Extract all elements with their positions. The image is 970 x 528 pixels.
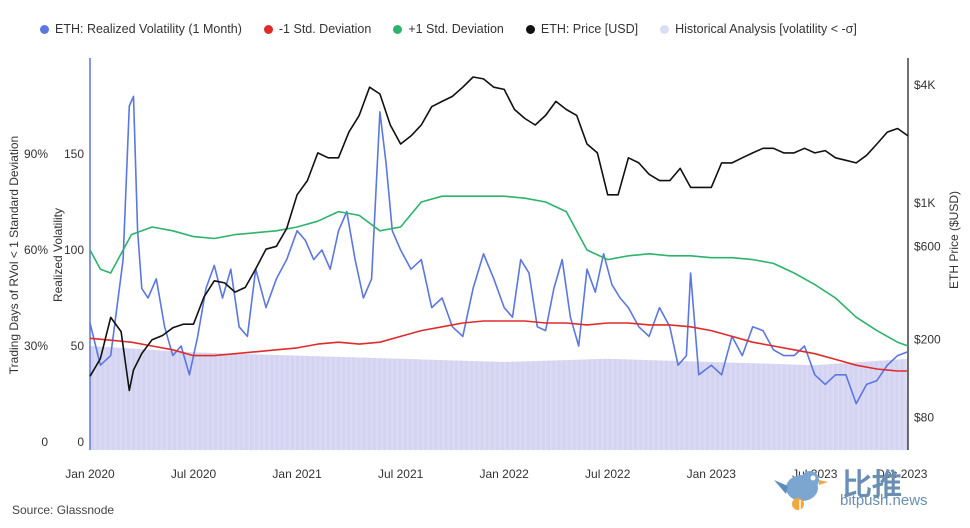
series-line-1: [89, 320, 908, 372]
legend-item-4[interactable]: Historical Analysis [volatility < -σ]: [660, 22, 857, 36]
legend-item-2[interactable]: +1 Std. Deviation: [393, 22, 504, 36]
price-tick-label: $200: [914, 333, 941, 347]
legend-item-0[interactable]: ETH: Realized Volatility (1 Month): [40, 22, 242, 36]
series-line-3: [89, 76, 909, 392]
legend-swatch-icon: [393, 24, 403, 34]
x-tick-label: Dec 2023: [876, 467, 928, 481]
watermark: 比推 bitpush.news: [770, 458, 960, 518]
pct-tick-label: 0: [41, 435, 48, 449]
bird-logo-icon: [774, 471, 828, 510]
series-line-0: [89, 95, 909, 405]
legend-swatch-icon: [525, 24, 535, 34]
price-tick-label: $1K: [914, 196, 935, 210]
legend-label: -1 Std. Deviation: [278, 22, 372, 36]
x-tick-label: Jan 2021: [272, 467, 322, 481]
vol-tick-label: 150: [64, 147, 84, 161]
x-tick-label: Jan 2020: [65, 467, 115, 481]
legend-label: ETH: Realized Volatility (1 Month): [55, 22, 242, 36]
pct-tick-label: 90%: [24, 147, 48, 161]
price-tick-label: $600: [914, 239, 941, 253]
legend-label: Historical Analysis [volatility < -σ]: [675, 22, 857, 36]
x-tick-label: Jan 2022: [479, 467, 529, 481]
chart-legend: ETH: Realized Volatility (1 Month) -1 Std…: [40, 22, 857, 36]
legend-label: ETH: Price [USD]: [540, 22, 639, 36]
price-tick-label: $4K: [914, 78, 935, 92]
watermark-cn: 比推: [842, 468, 902, 503]
legend-swatch-icon: [660, 24, 670, 34]
legend-swatch-icon: [263, 24, 273, 34]
vol-tick-label: 0: [77, 435, 84, 449]
vol-tick-label: 50: [71, 339, 85, 353]
legend-item-3[interactable]: ETH: Price [USD]: [525, 22, 639, 36]
series-line-2: [89, 195, 909, 347]
x-tick-label: Jul 2022: [585, 467, 631, 481]
vol-tick-label: 100: [64, 243, 84, 257]
x-tick-label: Jul 2020: [171, 467, 217, 481]
source-note: Source: Glassnode: [12, 503, 115, 517]
x-tick-label: Jul 2021: [378, 467, 424, 481]
right-axis-title: ETH Price ($USD): [947, 191, 961, 289]
legend-label: +1 Std. Deviation: [408, 22, 504, 36]
left-axis-title-2: Realized Volatility: [51, 208, 65, 302]
price-tick-label: $80: [914, 411, 934, 425]
pct-tick-label: 30%: [24, 339, 48, 353]
left-axis-title-1: Trading Days of RVol < 1 Standard Deviat…: [7, 136, 21, 374]
pct-tick-label: 60%: [24, 243, 48, 257]
legend-swatch-icon: [40, 24, 49, 34]
legend-item-1[interactable]: -1 Std. Deviation: [263, 22, 372, 36]
x-tick-label: Jan 2023: [687, 467, 737, 481]
watermark-en: bitpush.news: [840, 492, 928, 509]
